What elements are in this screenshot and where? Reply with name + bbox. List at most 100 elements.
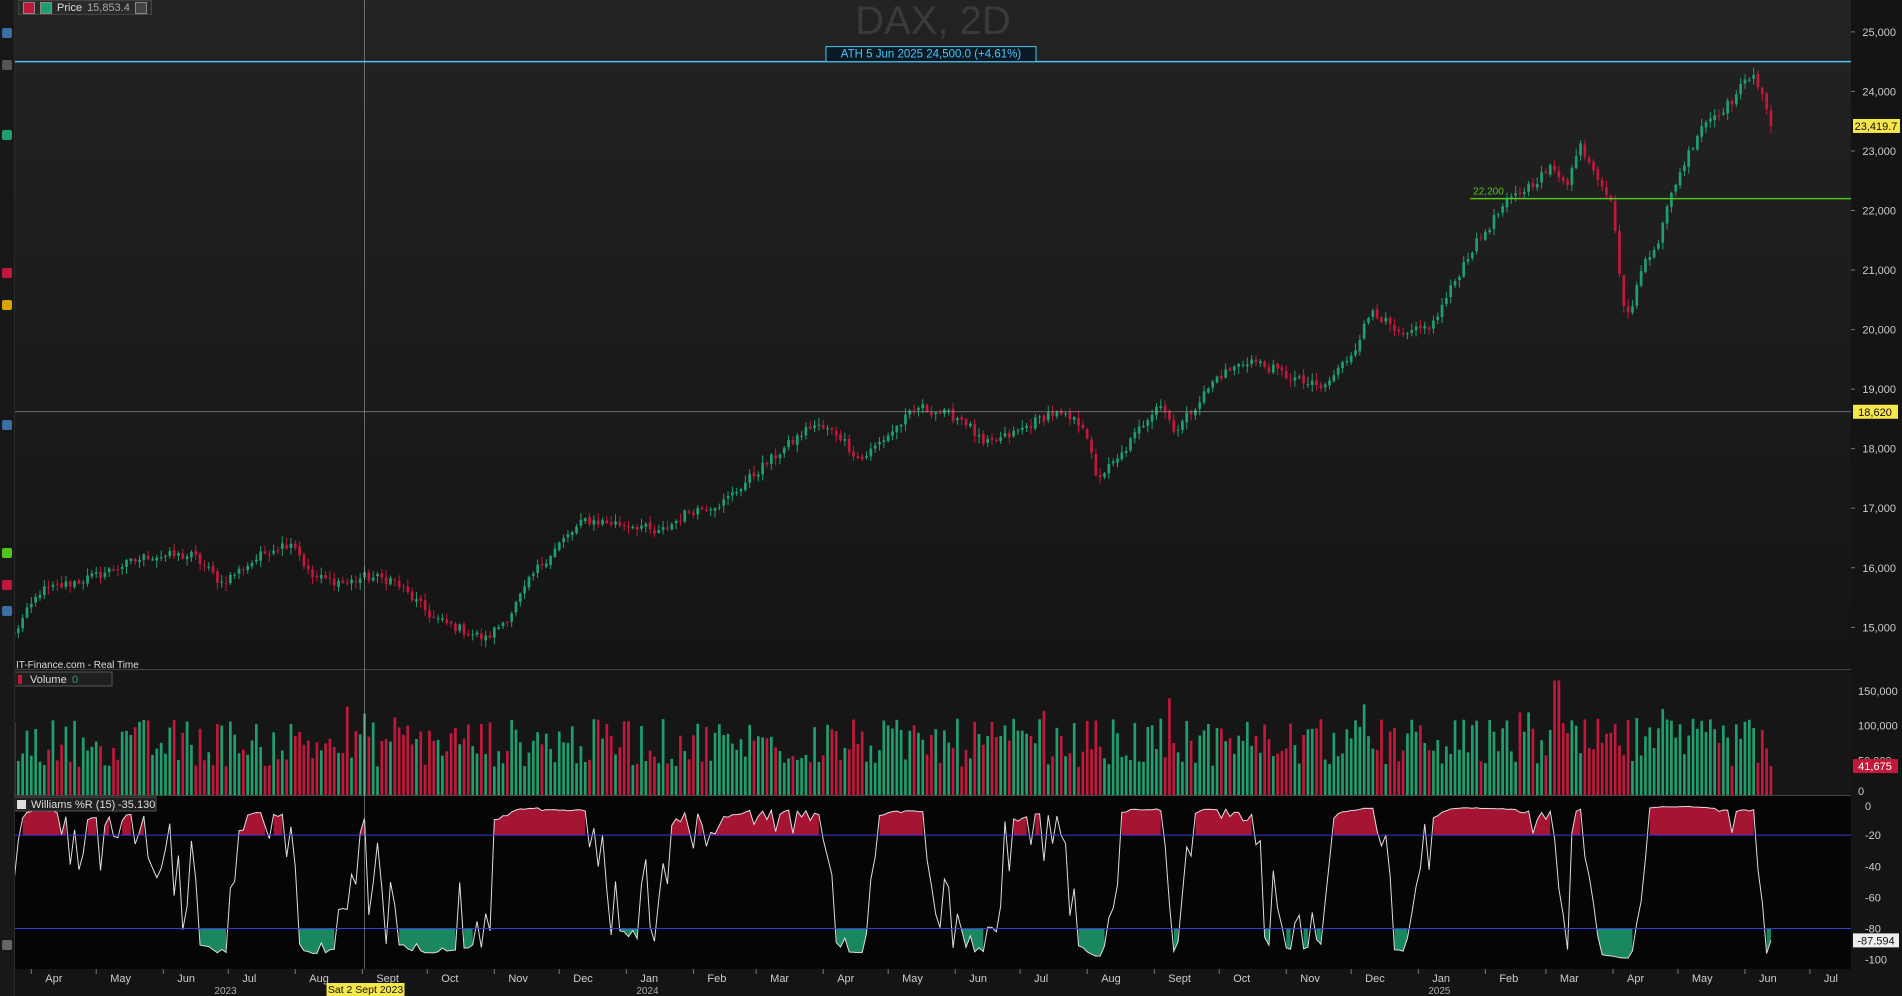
volume-bar xyxy=(64,726,68,795)
candle-body xyxy=(419,598,423,602)
volume-bar xyxy=(1016,730,1020,795)
pencil-tool-icon[interactable] xyxy=(2,548,12,558)
candle-body xyxy=(81,582,85,584)
volume-bar xyxy=(1211,765,1215,795)
candle-body xyxy=(1618,230,1621,275)
candle-body xyxy=(397,580,401,587)
candle-body xyxy=(38,594,42,598)
candle-body xyxy=(302,554,306,567)
price-pane[interactable] xyxy=(14,0,1851,669)
candle-body xyxy=(566,534,570,538)
volume-bar xyxy=(596,719,600,795)
candle-body xyxy=(345,582,349,584)
candle-body xyxy=(687,511,691,513)
volume-bar xyxy=(428,730,431,795)
month-label: Nov xyxy=(508,973,528,985)
volume-bar xyxy=(34,728,37,795)
candle-body xyxy=(778,454,782,459)
volume-bar xyxy=(168,727,172,795)
candle-body xyxy=(956,418,959,421)
volume-bar xyxy=(817,761,821,795)
candle-body xyxy=(843,439,847,441)
candle-body xyxy=(601,520,604,525)
volume-bar xyxy=(726,733,730,795)
candle-body xyxy=(1639,270,1643,286)
volume-bar xyxy=(1155,749,1158,795)
volume-bar xyxy=(497,751,501,795)
volume-bar xyxy=(1228,738,1232,795)
add-series-icon[interactable] xyxy=(40,1,52,14)
volume-bar xyxy=(583,762,587,795)
volume-bar xyxy=(1107,764,1111,795)
volume-bar xyxy=(1341,753,1344,795)
volume-bar xyxy=(1401,750,1405,795)
volume-bar xyxy=(1046,764,1050,795)
candle-body xyxy=(1362,323,1366,339)
volume-bar xyxy=(523,766,526,795)
volume-bar xyxy=(1743,721,1747,795)
series-menu-icon[interactable] xyxy=(134,1,147,14)
volume-bar xyxy=(1003,725,1007,795)
month-label: Oct xyxy=(441,973,458,985)
volume-bar xyxy=(280,750,284,795)
candle-body xyxy=(1574,156,1578,169)
trendline-tool-icon[interactable] xyxy=(2,130,12,140)
volume-bar xyxy=(917,732,920,795)
volume-bar xyxy=(869,745,873,795)
candle-body xyxy=(125,559,128,567)
cursor-tool-icon[interactable] xyxy=(2,28,12,38)
price-legend[interactable]: Price 15,853.4 xyxy=(18,0,152,15)
candle-body xyxy=(428,610,431,618)
candle-body xyxy=(679,520,682,522)
remove-series-icon[interactable] xyxy=(23,1,35,14)
eraser-tool-icon[interactable] xyxy=(2,580,12,590)
candle-body xyxy=(1527,183,1530,192)
volume-bar xyxy=(51,720,55,795)
candle-body xyxy=(142,554,146,560)
price-tick-label: 25,000 xyxy=(1862,27,1896,39)
volume-bar xyxy=(1293,745,1297,795)
volume-bar xyxy=(1730,765,1734,795)
volume-bar xyxy=(1181,761,1184,795)
candle-body xyxy=(493,627,496,638)
candle-body xyxy=(847,439,851,452)
volume-bar xyxy=(1769,766,1773,795)
channel-tool-icon[interactable] xyxy=(2,420,12,430)
volume-bar xyxy=(1111,719,1115,795)
volume-bar xyxy=(1527,712,1530,795)
volume-bar xyxy=(1596,718,1600,795)
volume-legend[interactable]: Volume 0 xyxy=(13,671,113,687)
volume-bar xyxy=(1518,712,1522,795)
measure-tool-icon[interactable] xyxy=(2,606,12,616)
horizontal-line-tool-icon[interactable] xyxy=(2,268,12,278)
volume-bar xyxy=(1726,737,1730,795)
candle-body xyxy=(1306,384,1310,386)
volume-bar xyxy=(709,760,713,795)
volume-bar xyxy=(190,744,193,795)
x-axis: Apr May Jun Jul Aug Sept Oct Nov Dec Jan Feb Mar Apr… xyxy=(30,969,1838,996)
volume-bar xyxy=(1687,735,1691,795)
month-label: May xyxy=(902,973,923,985)
candle-body xyxy=(562,538,565,543)
volume-bar xyxy=(16,760,20,795)
williams-legend[interactable]: Williams %R (15) -35.130 xyxy=(13,796,157,812)
candle-body xyxy=(1458,277,1461,281)
crosshair-tool-icon[interactable] xyxy=(2,60,12,70)
volume-bar xyxy=(1267,739,1271,795)
volume-bar xyxy=(1284,748,1288,795)
candle-body xyxy=(700,507,704,509)
fibonacci-tool-icon[interactable] xyxy=(2,300,12,310)
settings-tool-icon[interactable] xyxy=(2,940,12,950)
candle-body xyxy=(216,571,219,583)
candle-body xyxy=(29,603,33,608)
candle-body xyxy=(1358,339,1362,352)
candle-body xyxy=(1224,369,1228,378)
volume-bar xyxy=(1103,758,1106,795)
volume-bar xyxy=(631,765,635,795)
candle-body xyxy=(670,524,674,530)
drawing-toolbar[interactable] xyxy=(0,0,15,996)
volume-bar xyxy=(588,759,591,795)
candle-body xyxy=(86,575,89,584)
volume-bar xyxy=(1042,710,1046,795)
